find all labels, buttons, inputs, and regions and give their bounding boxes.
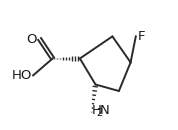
Text: 2: 2 <box>96 108 103 118</box>
Text: HO: HO <box>11 69 32 82</box>
Text: O: O <box>27 32 37 46</box>
Text: N: N <box>100 104 110 117</box>
Text: F: F <box>138 30 145 43</box>
Text: H: H <box>92 104 101 117</box>
